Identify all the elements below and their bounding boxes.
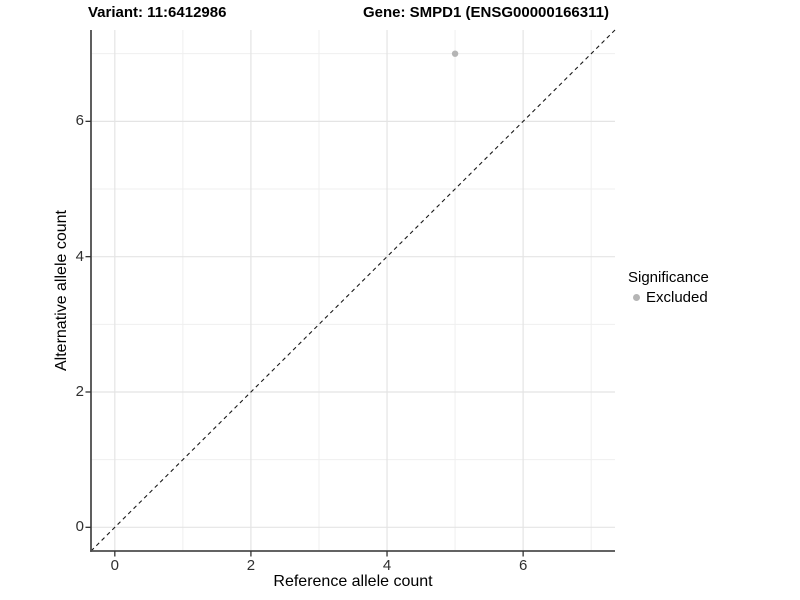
x-tick-label: 2 [246,557,256,574]
legend: Significance Excluded [628,269,709,306]
x-axis-title: Reference allele count [273,573,433,590]
legend-key-dot-icon [633,294,640,301]
legend-title: Significance [628,269,709,286]
gene-title: Gene: SMPD1 (ENSG00000166311) [363,4,609,21]
legend-items: Excluded [628,289,709,306]
y-tick-label: 6 [75,112,84,130]
y-axis-title: Alternative allele count [53,210,70,371]
y-tick-label: 4 [75,247,84,265]
legend-item: Excluded [628,289,709,306]
x-tick-label: 0 [110,557,119,574]
data-point [451,50,459,57]
x-tick-label: 4 [382,557,392,574]
identity-dashed-line [90,29,616,552]
y-tick-label: 0 [75,518,84,536]
y-tick-label: 2 [75,382,84,400]
variant-title: Variant: 11:6412986 [88,4,227,21]
legend-item-label: Excluded [646,289,708,306]
x-tick-label: 6 [518,557,528,574]
